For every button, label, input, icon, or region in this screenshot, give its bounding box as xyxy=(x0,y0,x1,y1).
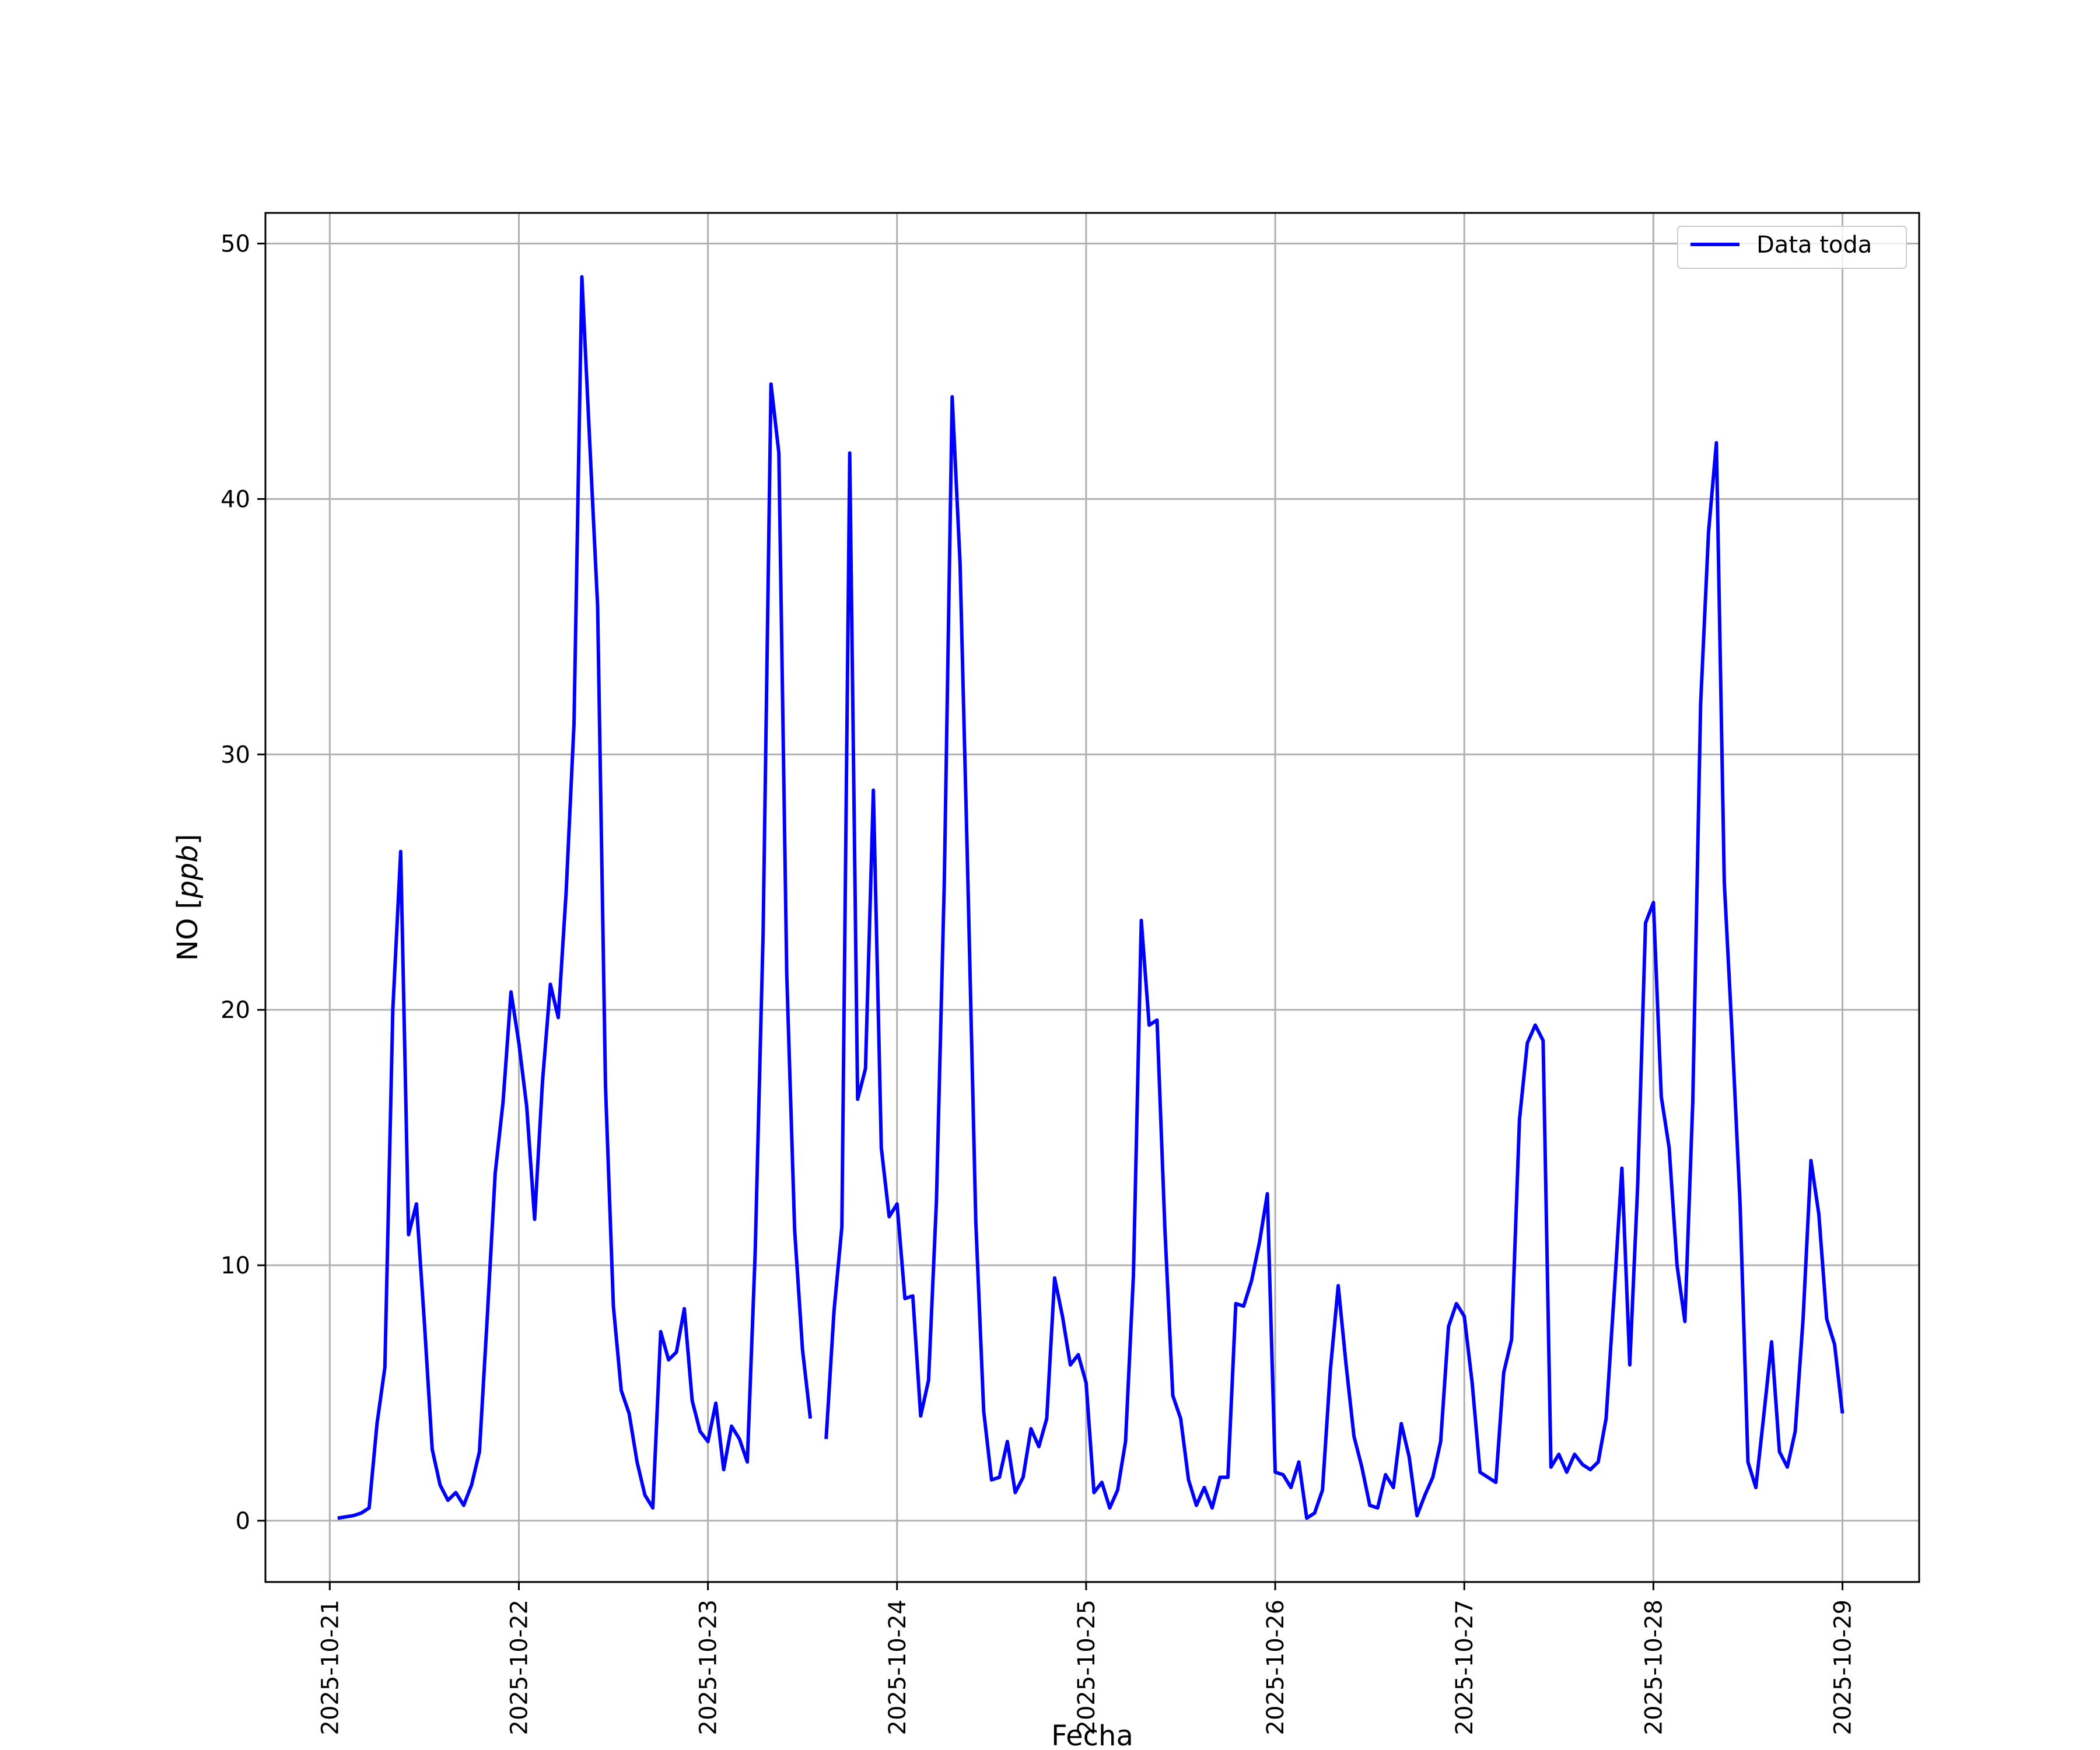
x-tick-label: 2025-10-23 xyxy=(695,1600,722,1735)
series-layer xyxy=(337,275,1845,1520)
legend-box xyxy=(1677,226,1907,269)
y-tick-label: 30 xyxy=(220,741,250,768)
y-axis-label: NO [ppb] xyxy=(172,834,204,961)
x-axis-ticks: 2025-10-21 2025-10-22 2025-10-23 2025-10-24… xyxy=(317,1582,1857,1735)
y-axis-label-unit: ppb xyxy=(172,845,204,898)
x-tick-label: 2025-10-28 xyxy=(1640,1600,1667,1735)
x-tick-label: 2025-10-21 xyxy=(317,1600,344,1735)
x-tick-label: 2025-10-22 xyxy=(506,1600,533,1735)
legend[interactable]: Data toda xyxy=(1677,226,1907,269)
series-line-segment xyxy=(824,395,1845,1520)
y-tick-label: 50 xyxy=(220,231,250,258)
x-tick-label: 2025-10-29 xyxy=(1830,1600,1857,1735)
legend-label: Data toda xyxy=(1756,232,1872,258)
x-tick-label: 2025-10-27 xyxy=(1451,1600,1478,1735)
grid xyxy=(265,213,1919,1582)
x-tick-label: 2025-10-24 xyxy=(884,1600,911,1735)
y-axis-ticks: 0 10 20 30 40 50 xyxy=(220,231,265,1535)
plot-frame xyxy=(264,212,1920,1583)
x-tick-label: 2025-10-26 xyxy=(1262,1600,1289,1735)
y-tick-label: 20 xyxy=(220,997,250,1024)
y-tick-label: 40 xyxy=(220,486,250,513)
series-line-segment xyxy=(337,275,813,1520)
y-axis-label-main: NO xyxy=(172,918,204,961)
x-tick-label: 2025-10-25 xyxy=(1073,1600,1100,1735)
y-tick-label: 10 xyxy=(220,1252,250,1279)
x-axis-label: Fecha xyxy=(1051,1720,1133,1750)
y-tick-label: 0 xyxy=(236,1508,250,1535)
